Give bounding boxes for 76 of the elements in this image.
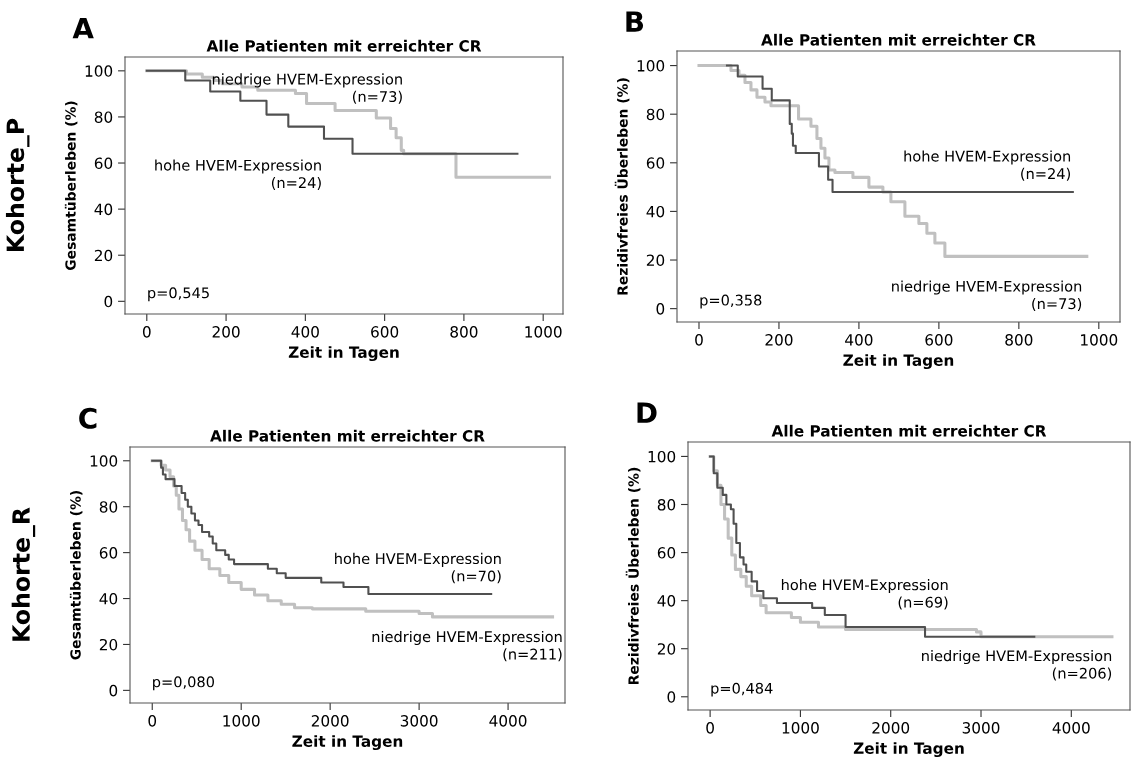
- text: B: [626, 11, 644, 32]
- x-tick-label: 200: [212, 326, 240, 338]
- x-axis-title: Zeit in Tagen: [292, 735, 403, 751]
- series-label: niedrige HVEM-Expression (n=73): [892, 280, 1082, 311]
- x-tick-label: 1000: [525, 326, 562, 338]
- y-tick-label: 80: [657, 498, 676, 511]
- series-label: niedrige HVEM-Expression (n=211): [372, 630, 562, 662]
- x-tick-label: 1000: [1081, 334, 1118, 346]
- x-tick-label: 3000: [400, 715, 438, 727]
- series-label: niedrige HVEM-Expression (n=73): [212, 73, 402, 104]
- x-tick-label: 600: [371, 326, 399, 338]
- text: C: [79, 407, 97, 429]
- x-tick-label: 400: [845, 334, 873, 346]
- y-tick-label: 80: [646, 108, 665, 121]
- x-tick-label: 0: [706, 722, 714, 734]
- y-tick-label: 40: [646, 205, 665, 218]
- x-tick-label: 4000: [1052, 722, 1090, 734]
- x-tick-label: 0: [695, 334, 703, 346]
- y-tick-label: 60: [94, 157, 113, 170]
- x-axis-title: Zeit in Tagen: [843, 354, 954, 370]
- y-tick-label: 20: [646, 254, 665, 267]
- text: Kohorte_P: [5, 118, 30, 251]
- chart-title: Alle Patienten mit erreichter CR: [771, 424, 1047, 437]
- annotation: p=0,545: [148, 287, 209, 302]
- x-tick-label: 800: [450, 326, 478, 338]
- x-tick-label: 800: [1005, 334, 1033, 346]
- chart-title: Alle Patienten mit erreichter CR: [761, 33, 1036, 46]
- y-axis-title: Rezidivfreies Überleben (%): [625, 467, 641, 685]
- x-tick-label: 1000: [782, 722, 819, 734]
- y-tick-label: 100: [648, 450, 676, 463]
- series-label: hohe HVEM-Expression (n=70): [335, 552, 501, 584]
- text: A: [72, 18, 94, 39]
- x-axis-title: Zeit in Tagen: [853, 742, 964, 758]
- y-tick-label: 40: [657, 595, 676, 607]
- y-tick-label: 0: [104, 295, 113, 308]
- y-tick-label: 40: [99, 593, 118, 605]
- x-tick-label: 1000: [223, 715, 260, 727]
- y-tick-label: 60: [646, 157, 665, 169]
- series-label: hohe HVEM-Expression (n=24): [904, 150, 1071, 181]
- x-tick-label: 4000: [489, 715, 527, 727]
- series-label: niedrige HVEM-Expression (n=206): [922, 650, 1112, 681]
- y-tick-label: 0: [667, 691, 676, 703]
- y-axis-title: Rezidivfreies Überleben (%): [614, 78, 630, 295]
- y-tick-label: 100: [637, 60, 665, 72]
- text: Kohorte_R: [11, 507, 36, 641]
- x-tick-label: 0: [142, 326, 151, 338]
- y-tick-label: 20: [657, 643, 676, 655]
- y-tick-label: 0: [109, 684, 118, 697]
- x-tick-label: 3000: [962, 722, 1000, 734]
- y-tick-label: 100: [85, 65, 113, 77]
- y-tick-label: 60: [657, 547, 676, 559]
- chart-title: Alle Patienten mit erreichter CR: [210, 429, 485, 442]
- y-tick-label: 60: [99, 547, 118, 559]
- x-tick-label: 600: [925, 334, 953, 346]
- x-tick-label: 200: [765, 334, 793, 346]
- text: D: [637, 402, 657, 423]
- annotation: p=0,484: [711, 682, 773, 697]
- y-tick-label: 20: [94, 249, 113, 262]
- chart-title: Alle Patienten mit erreichter CR: [206, 39, 482, 52]
- annotation: p=0,080: [153, 676, 215, 691]
- y-axis-title: Gesamtüberleben (%): [64, 101, 78, 271]
- series-label: hohe HVEM-Expression (n=69): [781, 578, 948, 610]
- y-tick-label: 40: [94, 203, 113, 216]
- x-tick-label: 400: [291, 326, 319, 338]
- series-label: hohe HVEM-Expression (n=24): [155, 159, 321, 190]
- y-tick-label: 0: [656, 303, 665, 315]
- y-tick-label: 100: [90, 455, 118, 467]
- annotation: p=0,358: [700, 294, 762, 309]
- x-tick-label: 0: [148, 715, 157, 727]
- x-axis-title: Zeit in Tagen: [288, 346, 399, 362]
- x-tick-label: 2000: [311, 715, 349, 727]
- y-tick-label: 80: [99, 501, 118, 513]
- x-tick-label: 2000: [872, 722, 910, 734]
- y-axis-title: Gesamtüberleben (%): [69, 490, 83, 660]
- y-tick-label: 20: [99, 638, 118, 651]
- y-tick-label: 80: [94, 111, 113, 123]
